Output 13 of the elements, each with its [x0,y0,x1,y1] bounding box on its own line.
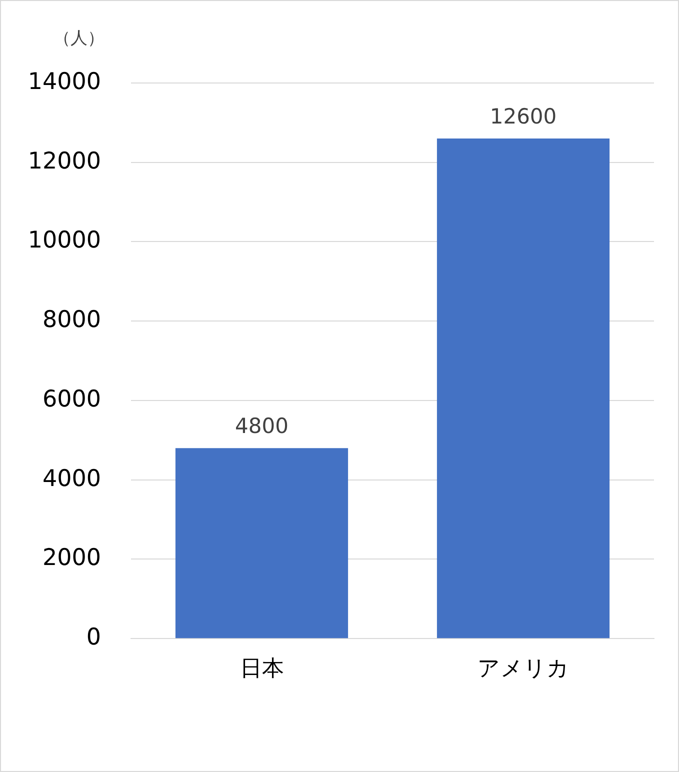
y-tick-label: 10000 [28,228,101,254]
y-tick-label: 6000 [42,386,101,412]
y-tick-label: 0 [86,624,101,651]
y-tick-label: 4000 [42,466,101,492]
y-tick-label: 14000 [28,68,101,95]
y-axis-title: （人） [54,28,104,48]
x-tick-label: 日本 [240,656,284,682]
y-tick-label: 2000 [42,545,101,572]
data-label: 12600 [490,104,557,129]
data-label: 4800 [235,414,288,438]
y-tick-label: 8000 [42,307,101,334]
y-tick-label: 12000 [28,148,101,174]
x-tick-label: アメリカ [477,656,570,682]
